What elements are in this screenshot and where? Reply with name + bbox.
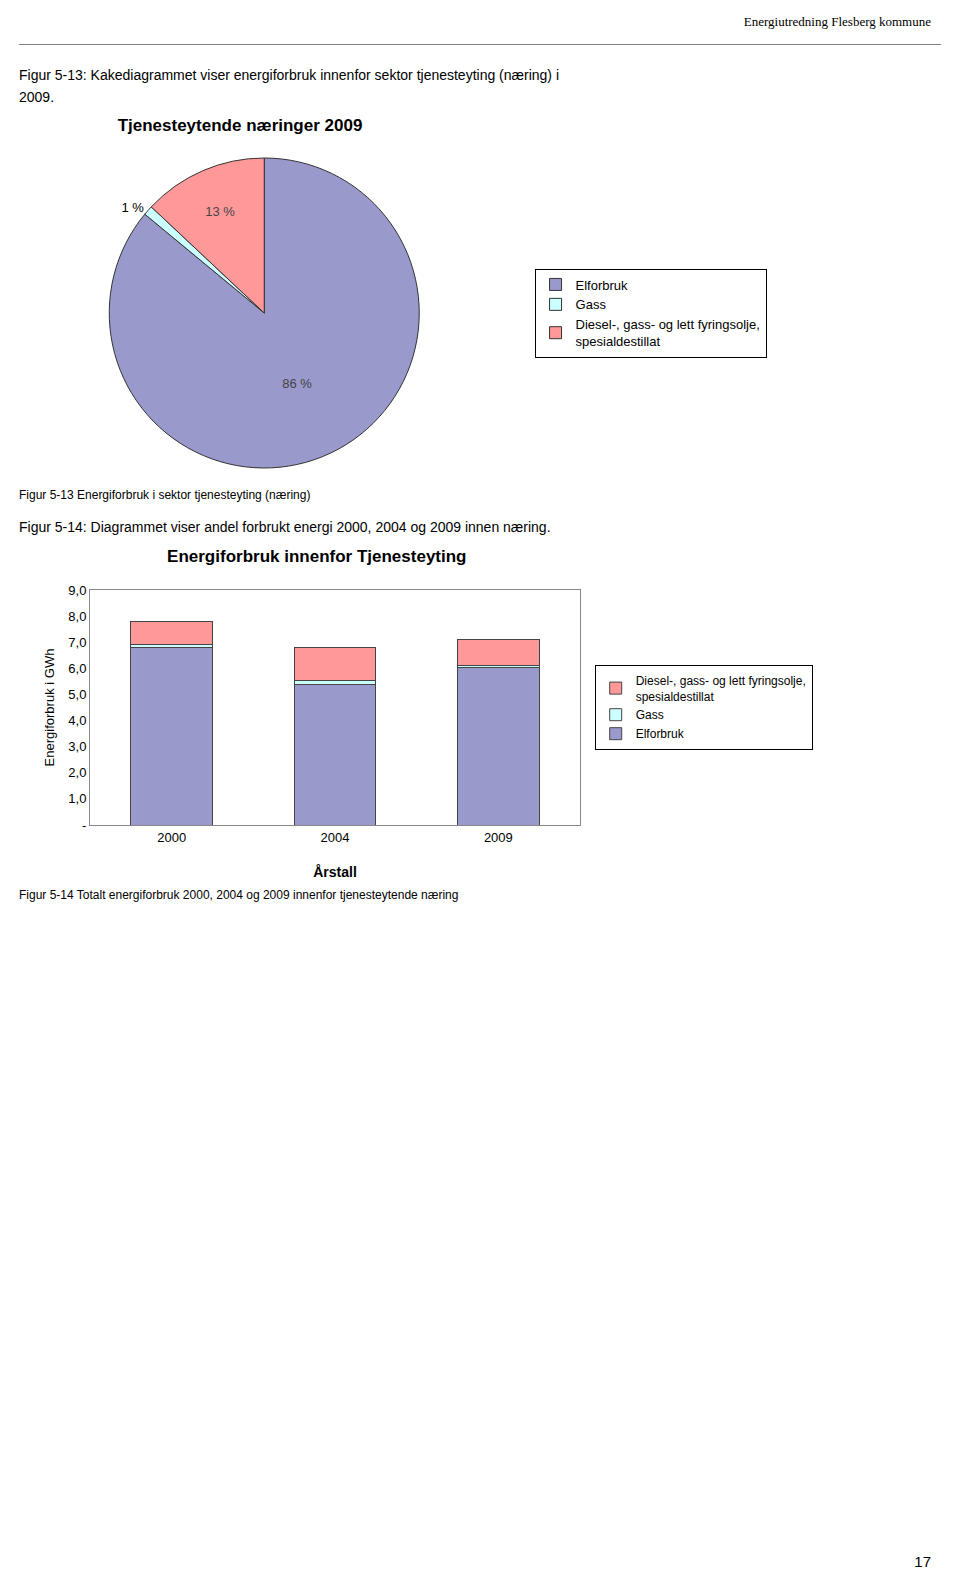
svg-text:Elforbruk: Elforbruk <box>636 727 685 741</box>
svg-text:1,0: 1,0 <box>68 791 86 806</box>
html-text:Figur 5-14: Diagrammet viser a: Figur 5-14: Diagrammet viser andel forbr… <box>19 519 551 535</box>
svg-text:1 %: 1 % <box>121 200 144 215</box>
svg-text:2009: 2009 <box>484 830 513 845</box>
svg-text:5,0: 5,0 <box>68 687 86 702</box>
svg-text:Tjenesteytende næringer 2009: Tjenesteytende næringer 2009 <box>118 116 363 135</box>
svg-text:4,0: 4,0 <box>68 713 86 728</box>
svg-text:Diesel-, gass- og lett fyrings: Diesel-, gass- og lett fyringsolje,spesi… <box>576 317 760 349</box>
svg-text:2004: 2004 <box>321 830 350 845</box>
svg-text:Diesel-, gass- og lett fyrings: Diesel-, gass- og lett fyringsolje,spesi… <box>636 674 806 704</box>
svg-text:Energiforbruk i GWh: Energiforbruk i GWh <box>42 649 57 767</box>
svg-text:7,0: 7,0 <box>68 635 86 650</box>
svg-text:Gass: Gass <box>576 297 607 312</box>
svg-text:8,0: 8,0 <box>68 609 86 624</box>
svg-text:Årstall: Årstall <box>313 864 357 880</box>
html-text:17: 17 <box>914 1553 931 1570</box>
svg-text:6,0: 6,0 <box>68 661 86 676</box>
svg-text:Gass: Gass <box>636 708 664 722</box>
svg-text:Elforbruk: Elforbruk <box>576 278 629 293</box>
svg-text:86 %: 86 % <box>282 376 312 391</box>
html-text:Figur 5-13: Kakediagrammet vis: Figur 5-13: Kakediagrammet viser energif… <box>19 67 559 105</box>
svg-text:Energiforbruk innenfor Tjenest: Energiforbruk innenfor Tjenesteyting <box>167 547 466 566</box>
html-text:Energiutredning Flesberg kommu: Energiutredning Flesberg kommune <box>743 14 931 29</box>
svg-text:13 %: 13 % <box>205 204 235 219</box>
svg-text:3,0: 3,0 <box>68 739 86 754</box>
html-text:Figur 5-13 Energiforbruk i sek: Figur 5-13 Energiforbruk i sektor tjenes… <box>19 488 311 502</box>
svg-text:2,0: 2,0 <box>68 765 86 780</box>
svg-text:9,0: 9,0 <box>68 583 86 598</box>
svg-text:-: - <box>82 818 86 833</box>
html-text:Figur 5-14 Totalt energiforbru: Figur 5-14 Totalt energiforbruk 2000, 20… <box>19 888 459 902</box>
svg-text:2000: 2000 <box>157 830 186 845</box>
